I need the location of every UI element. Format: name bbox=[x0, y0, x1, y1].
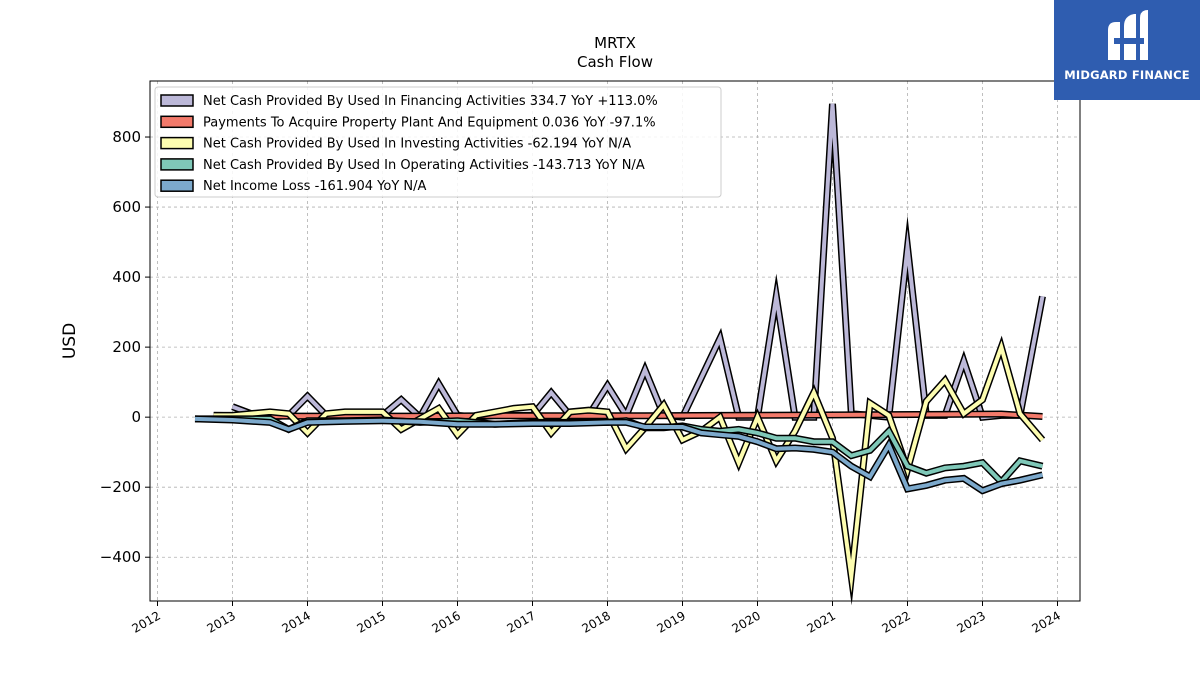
y-tick-label: 600 bbox=[112, 198, 141, 216]
x-tick-label: 2017 bbox=[505, 608, 538, 635]
brand-name: MIDGARD FINANCE bbox=[1064, 68, 1190, 82]
x-tick-label: 2019 bbox=[655, 608, 688, 635]
x-axis: 2012 2013 2014 2015 2016 2017 2018 2019 2020 2021… bbox=[130, 601, 1063, 636]
legend-entry: Payments To Acquire Property Plant And E… bbox=[203, 115, 656, 130]
brand-logo: MIDGARD FINANCE bbox=[1054, 0, 1200, 100]
legend-entry: Net Cash Provided By Used In Financing A… bbox=[203, 94, 658, 109]
y-tick-label: 800 bbox=[112, 128, 141, 146]
series-4 bbox=[194, 415, 1044, 495]
series-layer bbox=[194, 103, 1046, 606]
series-line bbox=[213, 340, 1045, 594]
x-tick-label: 2024 bbox=[1030, 608, 1063, 635]
legend-swatch bbox=[160, 179, 194, 192]
y-axis-label: USD bbox=[60, 323, 80, 359]
y-tick-label: 400 bbox=[112, 268, 141, 286]
x-tick-label: 2020 bbox=[730, 608, 763, 635]
x-tick-label: 2018 bbox=[580, 608, 613, 635]
series-1 bbox=[213, 410, 1043, 420]
x-tick-label: 2022 bbox=[880, 608, 913, 635]
x-tick-label: 2021 bbox=[805, 608, 838, 635]
midgard-logo-icon bbox=[1108, 10, 1148, 60]
series-line-outline bbox=[213, 335, 1046, 606]
legend-swatch bbox=[160, 94, 194, 107]
x-tick-label: 2013 bbox=[205, 608, 238, 635]
y-tick-label: −200 bbox=[100, 478, 141, 496]
series-2 bbox=[213, 335, 1046, 606]
legend-entry: Net Cash Provided By Used In Operating A… bbox=[203, 158, 645, 173]
legend-entry: Net Cash Provided By Used In Investing A… bbox=[203, 137, 631, 152]
legend-box bbox=[154, 86, 722, 198]
y-tick-label: 0 bbox=[131, 408, 141, 426]
legend-entry: Net Income Loss -161.904 YoY N/A bbox=[203, 179, 426, 194]
y-tick-label: −400 bbox=[100, 548, 141, 566]
y-axis: −400 −200 0 200 400 600 800 bbox=[100, 128, 150, 566]
chart-title: MRTX bbox=[594, 34, 636, 52]
x-tick-label: 2012 bbox=[130, 608, 163, 635]
x-tick-label: 2023 bbox=[955, 608, 988, 635]
chart-subtitle: Cash Flow bbox=[577, 53, 653, 71]
legend: Net Cash Provided By Used In Financing A… bbox=[154, 86, 722, 198]
x-tick-label: 2016 bbox=[430, 608, 463, 635]
y-tick-label: 200 bbox=[112, 338, 141, 356]
plot-frame bbox=[149, 80, 1081, 602]
legend-swatch bbox=[160, 136, 194, 150]
legend-swatch bbox=[160, 115, 194, 129]
x-tick-label: 2014 bbox=[280, 608, 313, 635]
series-line bbox=[213, 411, 1043, 419]
x-tick-label: 2015 bbox=[355, 608, 388, 635]
series-line bbox=[194, 416, 1043, 493]
legend-swatch bbox=[160, 158, 194, 171]
